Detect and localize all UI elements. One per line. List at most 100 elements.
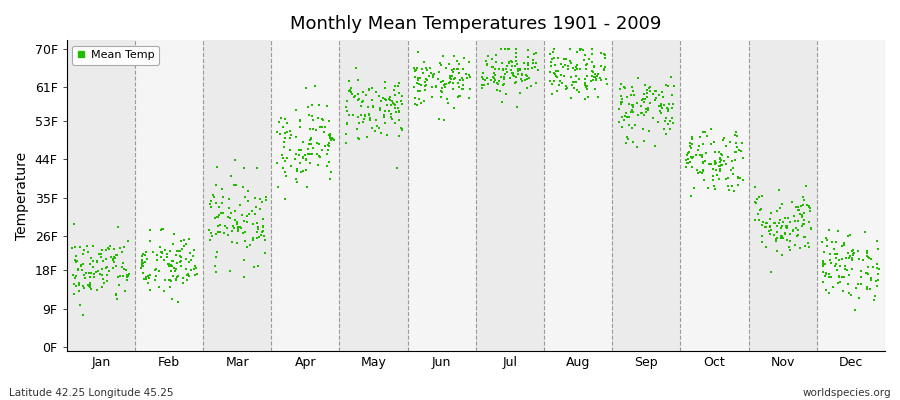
Point [544,62,558,69]
Point [796,217,811,223]
Point [325,135,339,142]
Point [450,66,464,72]
Point [114,264,129,270]
Point [321,143,336,150]
Point [730,144,744,150]
Point [614,100,628,107]
Point [120,272,134,278]
Point [355,99,369,105]
Point [73,244,87,250]
Point [518,77,532,83]
Point [509,58,524,64]
Point [419,67,434,73]
Point [243,242,257,248]
Point [370,123,384,130]
Point [716,137,731,144]
Point [543,50,557,57]
Point [815,262,830,268]
Point [634,110,649,117]
Point [154,249,168,255]
Point [588,74,602,80]
Point [577,57,591,64]
Point [417,59,431,65]
Point [302,112,317,118]
Point [614,81,628,87]
Point [660,104,674,111]
Point [182,236,196,242]
Point [573,46,588,52]
Point [432,68,446,75]
Point [430,76,445,82]
Point [789,225,804,231]
Point [114,249,129,256]
Point [358,113,373,120]
Point [302,160,317,166]
Point [460,75,474,82]
Point [508,78,523,85]
Point [437,82,452,88]
Point [717,135,732,141]
Point [772,186,787,193]
Point [426,74,440,80]
Point [636,96,651,102]
Point [828,251,842,258]
Point [322,118,337,124]
Point [860,270,874,276]
Point [78,275,93,281]
Point [310,151,324,157]
Point [625,125,639,131]
Point [160,254,175,261]
Point [775,251,789,258]
Point [411,75,426,81]
Point [871,246,886,252]
Point [524,83,538,90]
Point [588,64,602,70]
Point [68,256,82,263]
Point [836,240,850,247]
Point [564,95,579,101]
Point [248,195,262,202]
Point [362,87,376,93]
Bar [67,40,135,351]
Point [305,144,320,151]
Point [586,69,600,75]
Point [728,149,742,156]
Point [770,208,784,214]
Point [81,249,95,256]
Point [388,102,402,108]
Point [734,148,748,154]
Point [788,218,803,224]
Point [94,246,109,253]
Point [710,171,724,178]
Point [408,95,422,102]
Point [719,176,733,182]
Point [210,164,224,170]
Point [251,262,266,269]
Point [511,68,526,74]
Bar [408,40,476,351]
Point [374,130,388,136]
Point [270,159,284,166]
Point [82,270,96,276]
Bar [203,40,271,351]
Point [368,128,382,134]
Point [721,153,735,160]
Point [521,60,535,67]
Point [828,263,842,269]
Point [767,220,781,226]
Point [524,82,538,89]
Point [209,200,223,206]
Point [696,168,710,175]
Point [845,248,859,254]
Point [491,78,506,84]
Point [72,282,86,288]
Point [109,263,123,270]
Point [179,241,194,247]
Point [66,245,80,251]
Point [649,88,663,94]
Point [384,111,399,118]
Point [168,266,183,273]
Bar [339,40,408,351]
Point [352,96,366,102]
Point [270,129,284,136]
